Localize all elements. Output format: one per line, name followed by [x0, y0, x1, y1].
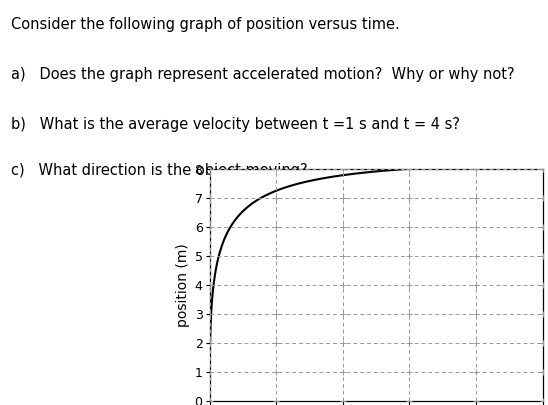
- Text: c)   What direction is the object moving?: c) What direction is the object moving?: [11, 163, 307, 178]
- Text: a)   Does the graph represent accelerated motion?  Why or why not?: a) Does the graph represent accelerated …: [11, 67, 515, 82]
- Text: b)   What is the average velocity between t =1 s and t = 4 s?: b) What is the average velocity between …: [11, 117, 460, 132]
- Text: Consider the following graph of position versus time.: Consider the following graph of position…: [11, 17, 399, 32]
- Y-axis label: position (m): position (m): [176, 243, 191, 327]
